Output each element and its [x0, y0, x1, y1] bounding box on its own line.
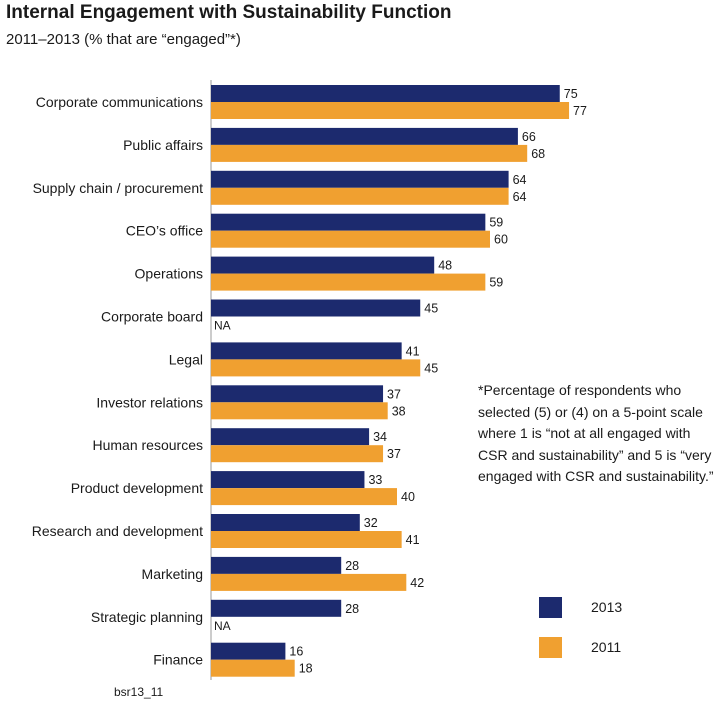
category-label: Strategic planning	[91, 609, 203, 625]
footnote: *Percentage of respondents who selected …	[478, 382, 714, 484]
bar-2013	[211, 85, 560, 102]
bar-2013	[211, 642, 286, 660]
bar-2013	[211, 213, 486, 231]
data-label: 34	[373, 430, 387, 444]
chart-subtitle: 2011–2013 (% that are “engaged”*)	[6, 31, 241, 48]
bar-2013	[211, 514, 360, 531]
bar-2013	[211, 385, 384, 403]
legend-label-2011: 2011	[591, 639, 621, 655]
category-label: Corporate communications	[36, 94, 203, 110]
bar-2011	[211, 531, 402, 548]
data-label: 77	[573, 104, 587, 118]
chart-title: Internal Engagement with Sustainability …	[6, 2, 452, 23]
data-label: 59	[489, 276, 503, 290]
category-label: Supply chain / procurement	[33, 180, 204, 196]
legend-swatch-2011	[539, 637, 562, 658]
data-label: 68	[531, 147, 545, 161]
category-label: Legal	[169, 351, 203, 367]
na-label: NA	[214, 619, 231, 633]
category-label: Product development	[71, 480, 203, 496]
data-label: 45	[424, 302, 438, 316]
bar-2013	[211, 256, 435, 274]
bar-2011	[211, 659, 295, 677]
data-label: 75	[564, 87, 578, 101]
category-label: Marketing	[142, 566, 203, 582]
bar-2011	[211, 144, 528, 162]
data-label: 16	[289, 645, 303, 659]
data-label: 18	[299, 662, 313, 676]
bar-2013	[211, 127, 518, 145]
category-label: Public affairs	[123, 137, 203, 153]
bar-2011	[211, 187, 509, 205]
data-label: 59	[489, 216, 503, 230]
bar-2013	[211, 599, 342, 617]
bar-2013	[211, 556, 342, 574]
bar-2011	[211, 273, 486, 291]
bar-2011	[211, 359, 421, 377]
data-label: 38	[392, 404, 406, 418]
data-label: 40	[401, 490, 415, 504]
category-label: Human resources	[93, 437, 204, 453]
data-label: 37	[387, 447, 401, 461]
source-label: bsr13_11	[114, 685, 164, 699]
bar-2011	[211, 488, 397, 506]
bar-2013	[211, 342, 402, 360]
bar-2011	[211, 230, 490, 248]
data-label: 28	[345, 559, 359, 573]
category-label: Finance	[153, 652, 203, 668]
data-label: 32	[364, 516, 378, 530]
bar-2013	[211, 299, 421, 317]
category-label: Investor relations	[96, 394, 203, 410]
data-label: 45	[424, 361, 438, 375]
category-label: Research and development	[32, 523, 203, 539]
bar-2013	[211, 428, 370, 446]
legend-label-2013: 2013	[591, 599, 622, 615]
data-label: 41	[406, 344, 420, 358]
data-label: 66	[522, 130, 536, 144]
data-label: 33	[368, 473, 382, 487]
data-label: 42	[410, 576, 424, 590]
bar-2011	[211, 102, 570, 119]
data-label: 41	[406, 533, 420, 547]
data-label: 60	[494, 233, 508, 247]
na-label: NA	[214, 319, 231, 333]
data-label: 28	[345, 602, 359, 616]
legend: 2013 2011	[539, 597, 622, 658]
bar-2011	[211, 445, 384, 463]
category-label: CEO’s office	[126, 223, 204, 239]
data-label: 48	[438, 259, 452, 273]
data-label: 64	[513, 190, 527, 204]
data-label: 37	[387, 387, 401, 401]
bar-2011	[211, 573, 407, 591]
legend-swatch-2013	[539, 597, 562, 618]
bar-2011	[211, 402, 388, 420]
category-label: Operations	[135, 266, 203, 282]
data-label: 64	[513, 173, 527, 187]
bar-2013	[211, 170, 509, 188]
bars-group: Corporate communications 75 77 Public affai…	[32, 85, 587, 677]
category-label: Corporate board	[101, 309, 203, 325]
bar-2013	[211, 471, 365, 489]
